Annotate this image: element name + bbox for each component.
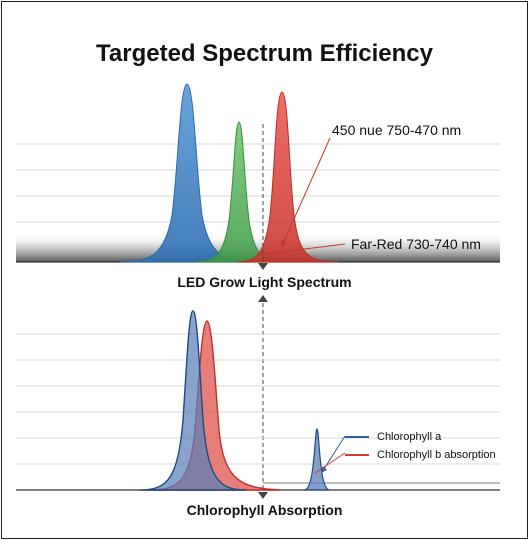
legend-label-b: Chlorophyll b absorption (377, 449, 496, 461)
legend-item-chlorophyll-a: Chlorophyll a (345, 428, 496, 446)
legend-swatch-a (345, 436, 369, 438)
annotation-far-red: Far-Red 730-740 nm (351, 236, 481, 252)
up-arrow-head (258, 295, 268, 302)
bottom-grid (16, 333, 500, 465)
top-grid (16, 143, 500, 223)
led-spectrum-label: LED Grow Light Spectrum (177, 274, 352, 290)
chlorophyll-absorption-label: Chlorophyll Absorption (186, 502, 343, 518)
legend: Chlorophyll a Chlorophyll b absorption (345, 428, 496, 464)
legend-item-chlorophyll-b: Chlorophyll b absorption (345, 446, 496, 464)
annotation-main: 450 nue 750-470 nm (332, 122, 462, 138)
red-led-peak (235, 91, 339, 263)
far-red-leader (263, 243, 346, 255)
down-arrow-head-top (258, 263, 268, 270)
legend-label-a: Chlorophyll a (377, 431, 442, 443)
green-led-peak (194, 121, 284, 263)
down-arrow-head-bottom (258, 492, 268, 499)
blue-led-peak (119, 83, 255, 263)
legend-pointer-b (314, 452, 346, 474)
figure-title: Targeted Spectrum Efficiency (96, 40, 433, 67)
chlorophyll-a-peak (139, 310, 247, 491)
chlorophyll-b-peak (149, 320, 281, 491)
annotation-arrow (281, 137, 331, 248)
legend-swatch-b (345, 454, 369, 456)
